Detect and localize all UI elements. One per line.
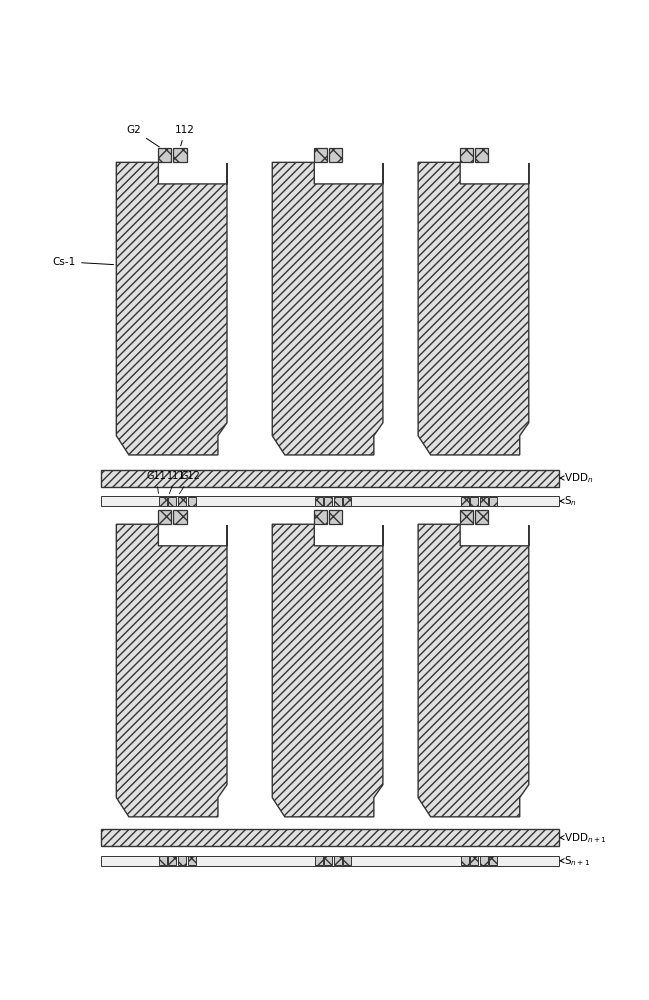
Bar xyxy=(178,497,186,506)
Text: S$_{n+1}$: S$_{n+1}$ xyxy=(560,854,590,868)
Bar xyxy=(489,497,497,506)
Bar xyxy=(173,148,186,162)
Text: VDD$_{n+1}$: VDD$_{n+1}$ xyxy=(560,831,607,845)
Text: VDD$_n$: VDD$_n$ xyxy=(560,471,593,485)
Bar xyxy=(188,497,195,506)
Bar xyxy=(178,856,186,865)
Bar xyxy=(101,496,559,506)
Polygon shape xyxy=(273,162,383,455)
Bar xyxy=(159,497,167,506)
Bar xyxy=(330,148,343,162)
Text: G11: G11 xyxy=(146,471,166,493)
Bar xyxy=(168,856,177,865)
Bar xyxy=(188,856,195,865)
Bar xyxy=(168,497,177,506)
Bar xyxy=(475,148,488,162)
Bar xyxy=(324,856,332,865)
Bar xyxy=(475,510,488,524)
Polygon shape xyxy=(116,162,227,455)
Text: S$_n$: S$_n$ xyxy=(560,494,577,508)
Bar xyxy=(315,497,323,506)
Bar xyxy=(470,497,478,506)
Text: 111: 111 xyxy=(167,471,185,494)
Bar xyxy=(460,148,473,162)
Bar xyxy=(343,497,352,506)
Bar xyxy=(330,510,343,524)
Bar xyxy=(158,510,171,524)
Bar xyxy=(314,148,327,162)
Bar xyxy=(173,510,186,524)
Bar xyxy=(324,497,332,506)
Bar xyxy=(461,856,469,865)
Bar xyxy=(315,856,323,865)
Bar xyxy=(314,510,327,524)
Polygon shape xyxy=(273,524,383,817)
Polygon shape xyxy=(116,524,227,817)
Text: Cs-1: Cs-1 xyxy=(53,257,114,267)
Bar xyxy=(480,497,488,506)
Text: 112: 112 xyxy=(175,125,195,146)
Bar xyxy=(461,497,469,506)
Bar xyxy=(158,148,171,162)
Bar xyxy=(101,470,559,487)
Bar xyxy=(480,856,488,865)
Bar xyxy=(460,510,473,524)
Polygon shape xyxy=(418,162,529,455)
Bar xyxy=(470,856,478,865)
Bar xyxy=(343,856,352,865)
Bar xyxy=(489,856,497,865)
Text: G2: G2 xyxy=(127,125,160,147)
Text: G12: G12 xyxy=(179,471,201,494)
Bar xyxy=(334,497,342,506)
Bar xyxy=(101,856,559,866)
Bar xyxy=(101,829,559,846)
Polygon shape xyxy=(418,524,529,817)
Bar xyxy=(334,856,342,865)
Bar xyxy=(159,856,167,865)
